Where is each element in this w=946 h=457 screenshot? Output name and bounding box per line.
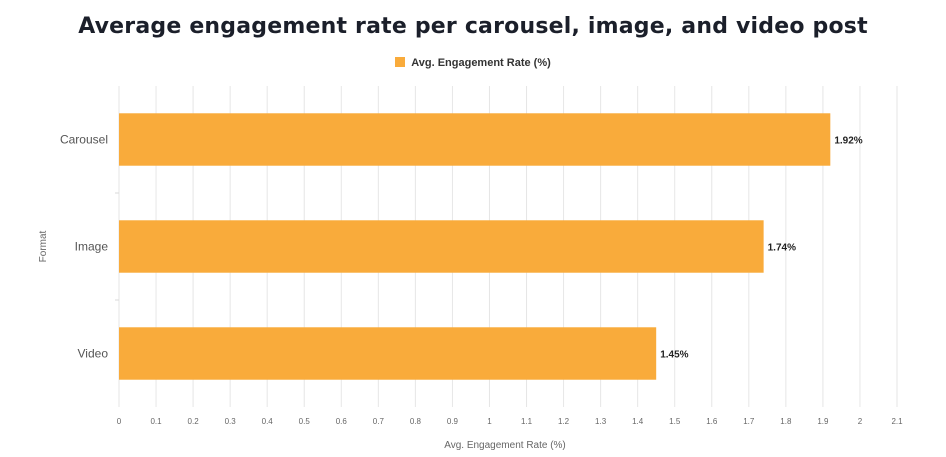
category-label: Image bbox=[75, 240, 109, 254]
x-tick-label: 0.4 bbox=[262, 417, 274, 426]
x-tick-label: 1.3 bbox=[595, 417, 607, 426]
data-label: 1.45% bbox=[660, 350, 688, 361]
legend-label: Avg. Engagement Rate (%) bbox=[411, 57, 551, 70]
bar-image[interactable] bbox=[119, 220, 764, 273]
labels: 0 0.1 0.2 0.3 0.4 0.5 0.6 0.7 0.8 0.9 1 1.1 1.2 1.3 1.… bbox=[60, 133, 903, 427]
x-tick-label: 0.9 bbox=[447, 417, 459, 426]
x-tick-label: 0.5 bbox=[299, 417, 311, 426]
legend[interactable]: Avg. Engagement Rate (%) bbox=[0, 57, 946, 69]
x-tick-label: 0 bbox=[117, 417, 122, 426]
x-tick-label: 0.1 bbox=[150, 417, 162, 426]
x-tick-label: 0.2 bbox=[188, 417, 200, 426]
chart-title: Average engagement rate per carousel, im… bbox=[78, 14, 868, 39]
x-tick-label: 1.9 bbox=[817, 417, 829, 426]
x-tick-label: 0.3 bbox=[225, 417, 237, 426]
y-axis-title: Format bbox=[38, 230, 49, 262]
category-label: Carousel bbox=[60, 133, 108, 147]
x-tick-label: 1.6 bbox=[706, 417, 718, 426]
category-label: Video bbox=[78, 347, 109, 361]
bar-carousel[interactable] bbox=[119, 113, 831, 166]
x-tick-label: 1.1 bbox=[521, 417, 533, 426]
x-tick-label: 1.7 bbox=[743, 417, 755, 426]
x-tick-label: 1.8 bbox=[780, 417, 792, 426]
data-label: 1.92% bbox=[834, 136, 862, 147]
bar-video[interactable] bbox=[119, 327, 657, 380]
x-tick-label: 0.7 bbox=[373, 417, 385, 426]
legend-swatch bbox=[395, 57, 406, 68]
x-tick-label: 1.4 bbox=[632, 417, 644, 426]
x-tick-label: 1 bbox=[487, 417, 492, 426]
bars bbox=[119, 113, 831, 380]
x-tick-label: 2 bbox=[858, 417, 863, 426]
x-axis-title: Avg. Engagement Rate (%) bbox=[444, 440, 566, 451]
x-tick-label: 2.1 bbox=[891, 417, 903, 426]
x-tick-label: 1.2 bbox=[558, 417, 570, 426]
data-label: 1.74% bbox=[768, 243, 796, 254]
x-tick-label: 0.8 bbox=[410, 417, 422, 426]
x-tick-label: 0.6 bbox=[336, 417, 348, 426]
x-tick-label: 1.5 bbox=[669, 417, 681, 426]
